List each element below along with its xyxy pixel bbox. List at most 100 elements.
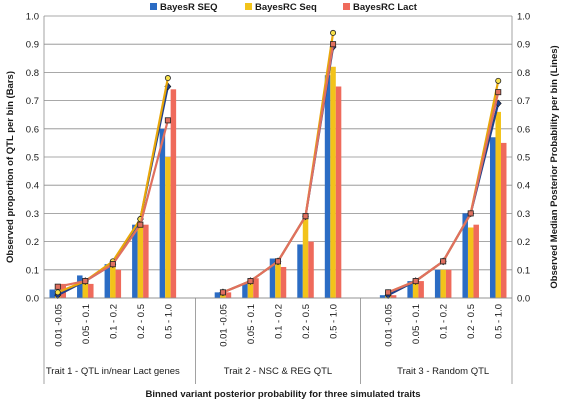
bar [308,241,314,298]
axes: 0.0 0.0 0.1 0.1 0.2 0.2 0.3 0.3 0.4 0.4 0.5 0.5 0.6 0… [26,12,530,384]
y-tick-label-left: 1.0 [26,12,39,23]
y-tick-label-right: 0.4 [517,181,530,192]
y-tick-label-left: 0.1 [26,265,39,276]
bar [434,269,441,298]
x-tick-label: 0.1 - 0.2 [108,304,119,339]
x-tick-label: 0.01 -0.05 [218,304,229,347]
y-tick-label-right: 0.6 [517,124,530,135]
x-tick-label: 0.05 - 0.1 [411,304,422,344]
x-tick-label: 0.01 -0.05 [53,304,64,347]
bar [88,283,94,298]
y-tick-label-left: 0.3 [26,209,39,220]
y-tick-label-left: 0.2 [26,237,39,248]
line-marker [137,221,144,228]
x-tick-label: 0.5 - 1.0 [329,304,340,339]
line-marker [495,77,502,84]
x-tick-label: 0.05 - 0.1 [81,304,92,344]
bar [132,224,138,298]
y-axis-title-left: Observed proportion of QTL per bin (Bars… [5,71,16,263]
bar [324,75,331,298]
line-marker [164,117,171,124]
bar [418,281,424,298]
bar [159,128,166,298]
y-tick-label-left: 0.0 [26,294,39,305]
bar [445,269,452,298]
bar [495,111,501,298]
line-marker [467,210,474,217]
bar [143,224,149,298]
group-label: Trait 2 - NSC & REG QTL [224,366,332,377]
legend-swatch [343,3,350,10]
x-tick-label: 0.1 - 0.2 [274,304,285,339]
legend: BayesR SEQ BayesRC Seq BayesRC Lact [150,2,418,13]
line-marker [385,289,392,296]
y-tick-label-left: 0.5 [26,153,39,164]
bar [412,283,419,298]
y-tick-label-right: 0.1 [517,265,530,276]
x-tick-label: 0.5 - 1.0 [494,304,505,339]
legend-label: BayesRC Lact [353,2,418,13]
x-tick-label: 0.2 - 0.5 [466,304,477,339]
x-axis-title: Binned variant posterior probability for… [145,389,420,400]
line-marker [54,289,61,296]
series-line [222,44,335,294]
line-marker [247,278,254,285]
y-tick-label-right: 0.8 [517,68,530,79]
line-marker [219,289,226,296]
bar [253,278,259,298]
bar [275,258,281,298]
line-marker [82,278,89,285]
legend-label: BayesR SEQ [160,2,218,13]
y-tick-label-left: 0.4 [26,181,39,192]
x-tick-label: 0.05 - 0.1 [246,304,257,344]
y-tick-label-left: 0.6 [26,124,39,135]
bar [110,264,116,298]
series-line [222,46,335,294]
x-tick-label: 0.2 - 0.5 [136,304,147,339]
bar [49,289,56,298]
series-lines [54,29,502,300]
y-tick-label-left: 0.7 [26,96,39,107]
bar [467,227,474,298]
y-tick-label-left: 0.9 [26,40,39,51]
bar [379,295,386,298]
bar [269,258,276,298]
bar [104,264,111,298]
y-tick-label-right: 0.0 [517,294,530,305]
bar [280,266,287,298]
bar [77,275,83,298]
bar [473,224,479,298]
bar [302,219,309,298]
y-tick-label-right: 0.9 [517,40,530,51]
y-tick-label-right: 0.7 [517,96,530,107]
bar [462,213,468,298]
gridlines [44,15,512,299]
bar [137,221,144,298]
bar [165,157,171,298]
x-tick-label: 0.5 - 1.0 [163,304,174,339]
bar [297,244,303,298]
bar [500,142,507,298]
line-marker [330,29,337,36]
bar [214,292,221,298]
y-tick-label-right: 0.2 [517,237,530,248]
bar [407,281,413,298]
bar [242,283,248,298]
group-label: Trait 3 - Random QTL [397,366,489,377]
group-labels: Trait 1 - QTL in/near Lact genes Trait 2 … [46,366,489,377]
bar [82,278,89,298]
bar [440,269,446,298]
line-marker [495,89,502,96]
x-category-labels: 0.01 -0.05 0.05 - 0.1 0.1 - 0.2 0.2 - 0.5 0.… [53,304,504,347]
series-line [222,32,335,294]
line-marker [412,278,419,285]
line-marker [440,258,447,265]
bar [225,292,232,298]
y-tick-label-right: 0.5 [517,153,530,164]
bar [170,89,177,298]
y-tick-label-left: 0.8 [26,68,39,79]
line-marker [330,41,337,48]
series-line [387,103,500,297]
legend-label: BayesRC Seq [255,2,317,13]
